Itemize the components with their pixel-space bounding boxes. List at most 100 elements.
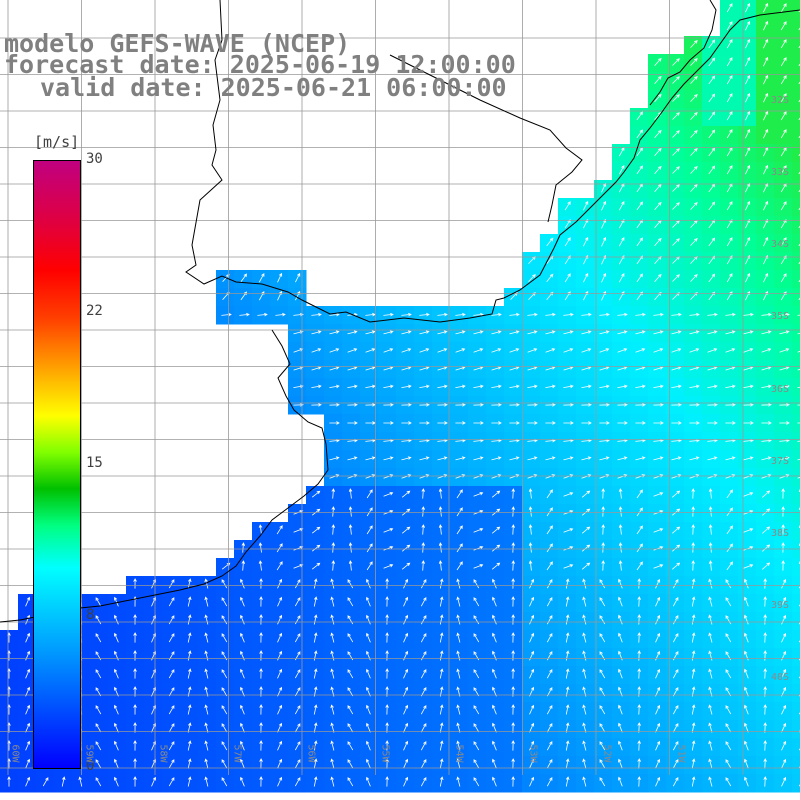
wind-arrow <box>473 723 480 733</box>
wind-arrow <box>529 740 535 751</box>
wind-arrow <box>133 740 137 751</box>
wind-arrow <box>240 632 245 643</box>
wind-arrow <box>690 183 698 192</box>
wind-arrow <box>492 758 497 769</box>
wind-arrow <box>419 421 430 425</box>
wind-arrow <box>599 705 606 715</box>
wind-arrow <box>708 704 713 715</box>
wind-arrow <box>401 456 412 461</box>
wind-arrow <box>545 348 556 353</box>
wind-arrow <box>95 597 102 607</box>
wind-arrow <box>168 633 175 643</box>
wind-arrow <box>456 668 461 679</box>
wind-arrow <box>599 456 610 461</box>
wind-arrow <box>473 777 480 787</box>
wind-arrow <box>114 596 119 607</box>
wind-arrow <box>492 632 497 643</box>
wind-arrow <box>743 421 754 425</box>
wind-arrow <box>421 488 426 499</box>
wind-arrow <box>761 348 772 353</box>
wind-arrow <box>329 474 340 479</box>
wind-arrow <box>671 474 682 479</box>
wind-arrow <box>330 632 335 643</box>
field-cell <box>792 144 800 163</box>
field-cell <box>792 396 800 415</box>
wind-arrow <box>492 614 497 625</box>
wind-arrow <box>726 237 733 247</box>
wind-arrow <box>25 758 31 769</box>
field-cell <box>792 756 800 775</box>
wind-arrow <box>599 669 606 679</box>
wind-arrow <box>763 38 769 49</box>
wind-arrow <box>763 2 769 13</box>
wind-arrow <box>599 633 606 643</box>
wind-arrow <box>601 488 605 499</box>
wind-arrow <box>347 456 358 461</box>
wind-arrow <box>781 704 787 715</box>
wind-arrow <box>582 740 587 751</box>
wind-arrow <box>655 704 661 715</box>
wind-arrow <box>511 740 515 751</box>
wind-arrow <box>708 111 716 121</box>
wind-arrow <box>420 668 427 679</box>
wind-arrow <box>583 200 589 211</box>
wind-arrow <box>725 348 736 353</box>
wind-arrow <box>763 578 767 589</box>
wind-arrow <box>456 507 463 517</box>
field-cell <box>792 558 800 577</box>
wind-arrow <box>347 669 354 679</box>
wind-arrow <box>365 421 376 425</box>
wind-arrow <box>618 776 623 787</box>
wind-arrow <box>689 474 700 479</box>
wind-arrow <box>708 578 713 589</box>
wind-arrow <box>708 273 716 283</box>
wind-arrow <box>277 668 283 679</box>
wind-arrow <box>653 384 664 389</box>
coastline-laguna-dos-patos <box>649 0 717 106</box>
wind-arrow <box>707 421 718 425</box>
wind-arrow <box>725 759 732 769</box>
wind-arrow <box>365 312 376 317</box>
wind-arrow <box>168 759 175 769</box>
wind-arrow <box>565 758 570 769</box>
wind-arrow <box>133 668 137 679</box>
wind-arrow <box>546 776 553 787</box>
wind-arrow <box>347 777 354 787</box>
wind-arrow <box>259 776 263 787</box>
wind-arrow <box>763 632 767 643</box>
field-cell <box>792 198 800 217</box>
wind-arrow <box>294 741 301 751</box>
wind-arrow <box>114 704 119 715</box>
wind-arrow <box>726 525 733 535</box>
wind-arrow <box>671 421 682 425</box>
wind-arrow <box>691 596 696 607</box>
wind-arrow <box>61 776 66 787</box>
field-cell <box>792 360 800 379</box>
wind-arrow <box>240 776 245 787</box>
wind-arrow <box>455 421 466 425</box>
wind-arrow <box>401 490 411 498</box>
wind-arrow <box>545 456 556 461</box>
wind-arrow <box>383 546 394 551</box>
wind-arrow <box>473 421 484 425</box>
wind-arrow <box>763 758 767 769</box>
wind-arrow <box>330 740 335 751</box>
wind-arrow <box>401 421 412 425</box>
wind-arrow <box>637 704 641 715</box>
wind-arrow <box>259 578 263 589</box>
wind-arrow <box>635 348 646 353</box>
wind-arrow <box>744 632 749 643</box>
wind-arrow <box>745 2 751 13</box>
wind-arrow <box>348 524 353 535</box>
wind-arrow <box>743 528 754 533</box>
wind-arrow <box>581 544 591 552</box>
field-cell <box>792 0 800 19</box>
wind-arrow <box>545 312 556 317</box>
wind-arrow <box>114 776 119 787</box>
field-cell <box>792 234 800 253</box>
wind-arrow <box>725 403 736 407</box>
wind-arrow <box>528 506 533 517</box>
wind-arrow <box>221 741 228 751</box>
